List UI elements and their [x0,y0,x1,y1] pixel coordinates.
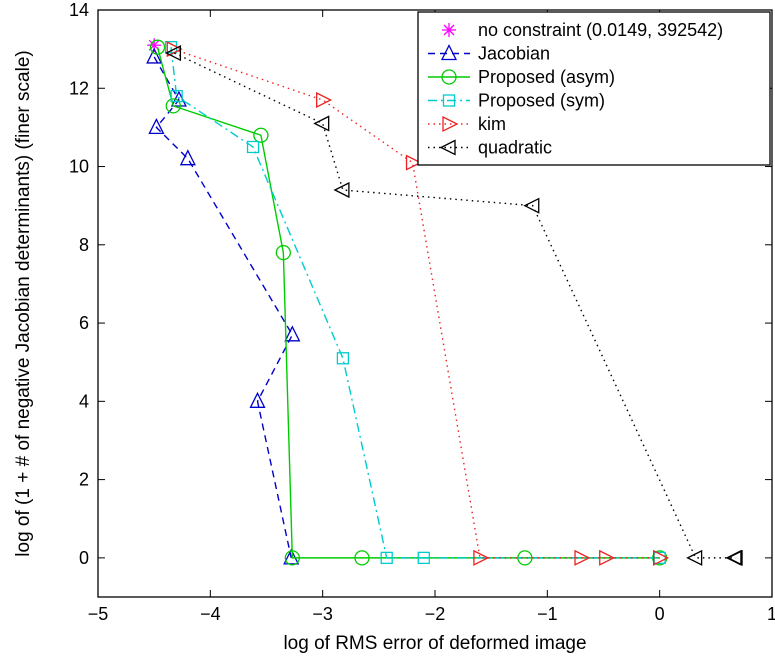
legend-entry: no constraint (0.0149, 392542) [442,20,723,40]
x-tick-label: −1 [537,604,558,624]
y-tick-label: 12 [69,78,89,98]
data-point [405,154,422,171]
y-tick-label: 2 [79,470,89,490]
series-line [174,52,737,559]
data-point [313,115,330,132]
data-point [253,127,269,143]
legend-entry: Proposed (sym) [428,91,605,111]
data-point [653,549,670,566]
data-point [164,44,182,62]
legend-entry: quadratic [428,138,552,158]
data-point [473,549,490,566]
legend-label: no constraint (0.0149, 392542) [478,20,723,40]
legend-entry: Proposed (asym) [428,67,615,87]
series-4 [166,41,670,566]
data-point [574,549,591,566]
legend-label: quadratic [478,138,552,158]
data-point [166,41,183,58]
data-point [380,551,393,565]
legend-label: Jacobian [478,44,550,64]
y-tick-label: 14 [69,0,89,20]
data-point [316,91,333,109]
x-tick-label: −2 [425,604,446,624]
legend-marker [441,69,457,85]
y-tick-label: 0 [79,548,89,568]
series-line [153,56,294,559]
x-tick-label: −3 [312,604,333,624]
legend-label: Proposed (asym) [478,67,615,87]
series-1 [146,47,301,565]
legend-entry: Jacobian [428,44,550,64]
data-point [149,39,166,55]
data-point [726,549,743,566]
data-point [686,549,703,566]
data-point [275,244,292,261]
legend-marker [442,115,459,133]
legend-marker [442,23,456,37]
data-point [354,550,370,566]
legend-entry: kim [428,114,506,134]
data-point [246,140,260,154]
data-point [283,548,300,565]
data-point [333,181,350,199]
y-tick-label: 6 [79,313,89,333]
x-tick-label: −4 [200,604,221,624]
x-tick-label: −5 [88,604,109,624]
y-axis-title: log of (1 + # of negative Jacobian deter… [13,50,34,556]
legend-marker [442,94,456,107]
data-point [148,117,165,135]
data-point [523,197,540,214]
legend-label: kim [478,114,506,134]
data-point [179,149,196,166]
data-point [599,549,616,566]
legend-marker [440,44,458,61]
data-point [336,352,350,365]
y-tick-label: 4 [79,391,89,411]
data-point [249,391,266,408]
legend: no constraint (0.0149, 392542) Jacobian Pr… [417,11,771,166]
data-point [284,325,301,342]
series-line [170,47,660,559]
x-axis-title: log of RMS error of deformed image [283,633,586,654]
data-point [165,98,181,114]
data-point [284,550,300,566]
data-point [170,89,183,103]
y-tick-label: 8 [79,235,89,255]
x-tick-label: 1 [767,604,775,624]
x-tick-label: 0 [655,604,665,624]
y-tick-label: 10 [69,157,89,177]
legend-marker [439,139,456,156]
series-5 [164,44,743,566]
legend-box [417,11,771,166]
series-layer [146,38,743,566]
data-point [146,47,163,64]
legend-label: Proposed (sym) [478,91,605,111]
data-point [417,551,430,565]
